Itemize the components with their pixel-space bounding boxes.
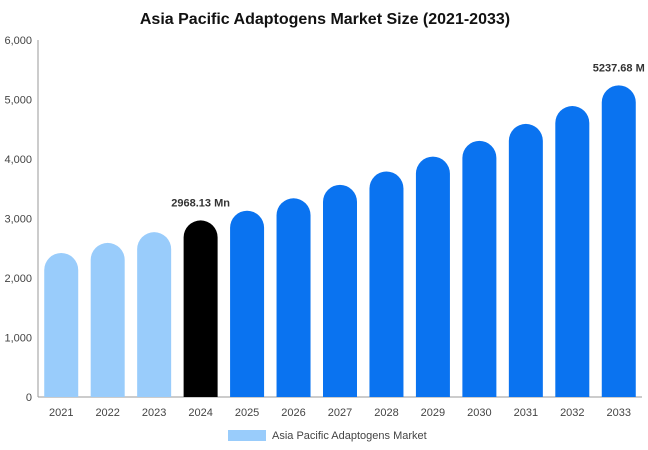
y-tick-label: 5,000 — [4, 95, 32, 107]
y-tick-label: 4,000 — [4, 154, 32, 166]
bar-2027 — [323, 184, 357, 397]
x-tick-label: 2025 — [235, 407, 259, 419]
bar-2029 — [415, 156, 450, 397]
y-tick-label: 3,000 — [4, 214, 32, 226]
legend-swatch — [228, 430, 266, 441]
bar-2021 — [44, 253, 79, 397]
x-tick-label: 2026 — [281, 407, 305, 419]
bars-group — [44, 85, 636, 398]
data-label-2033: 5237.68 M — [593, 62, 645, 74]
bar-2028 — [369, 171, 404, 397]
x-tick-label: 2029 — [421, 407, 445, 419]
bar-2026 — [276, 198, 311, 397]
y-tick-label: 6,000 — [4, 35, 32, 47]
data-label-2024: 2968.13 Mn — [171, 197, 230, 209]
y-tick-label: 1,000 — [4, 333, 32, 345]
bar-2033 — [601, 85, 636, 398]
x-tick-label: 2028 — [374, 407, 398, 419]
chart-title: Asia Pacific Adaptogens Market Size (202… — [140, 11, 510, 28]
data-labels-group: 2968.13 Mn 5237.68 M — [171, 62, 644, 209]
x-tick-label: 2027 — [328, 407, 352, 419]
x-tick-label: 2031 — [514, 407, 538, 419]
bar-2032 — [555, 106, 590, 398]
x-tick-label: 2032 — [560, 407, 584, 419]
legend: Asia Pacific Adaptogens Market — [228, 430, 427, 442]
bar-2031 — [508, 123, 543, 397]
legend-label: Asia Pacific Adaptogens Market — [272, 430, 427, 442]
x-tick-label: 2030 — [467, 407, 491, 419]
bar-2030 — [462, 140, 497, 398]
x-axis: 2021 2022 2023 2024 2025 2026 2027 2028 2029 2030… — [38, 396, 642, 419]
y-tick-label: 0 — [26, 392, 32, 404]
x-tick-label: 2021 — [49, 407, 73, 419]
x-tick-label: 2033 — [607, 407, 631, 419]
x-tick-label: 2022 — [95, 407, 119, 419]
y-tick-label: 2,000 — [4, 273, 32, 285]
bar-2023 — [137, 232, 172, 397]
bar-2025 — [230, 210, 265, 397]
bar-2022 — [90, 242, 125, 397]
y-axis: 0 1,000 2,000 3,000 4,000 5,000 6,000 — [4, 35, 39, 404]
bar-2024 — [183, 220, 218, 397]
x-tick-label: 2024 — [188, 407, 212, 419]
x-tick-label: 2023 — [142, 407, 166, 419]
